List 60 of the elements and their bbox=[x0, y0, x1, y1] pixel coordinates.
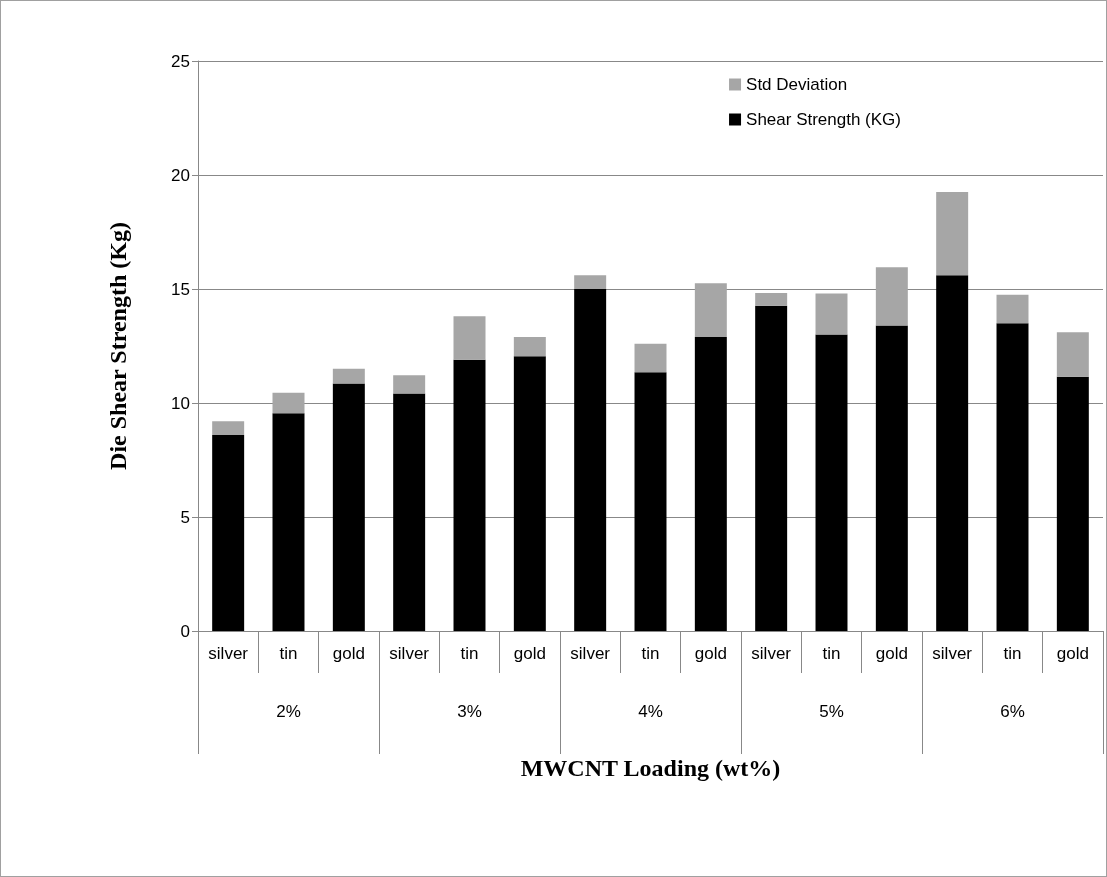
bar bbox=[393, 375, 426, 394]
bar bbox=[212, 434, 245, 631]
bar bbox=[875, 325, 908, 631]
bar bbox=[996, 294, 1029, 324]
bar bbox=[332, 383, 365, 631]
bar bbox=[815, 293, 848, 335]
y-tick-label: 10 bbox=[171, 393, 190, 413]
bar bbox=[755, 305, 788, 631]
bar bbox=[996, 323, 1029, 631]
text: 2% bbox=[276, 702, 301, 721]
bar bbox=[815, 334, 848, 631]
y-tick-label: 0 bbox=[180, 621, 190, 641]
bar bbox=[694, 283, 727, 337]
x-tick-label: silver bbox=[570, 644, 611, 663]
bar bbox=[875, 267, 908, 326]
bar bbox=[513, 356, 546, 631]
bar bbox=[755, 293, 788, 306]
bar bbox=[272, 413, 305, 631]
bar bbox=[453, 316, 486, 360]
y-tick-label: 15 bbox=[171, 279, 190, 299]
legend-label: Shear Strength (KG) bbox=[746, 110, 902, 129]
x-tick-label: gold bbox=[513, 644, 546, 663]
text: 3% bbox=[457, 702, 482, 721]
x-tick-label: gold bbox=[875, 644, 908, 663]
bar bbox=[634, 372, 667, 631]
x-tick-label: silver bbox=[932, 644, 973, 663]
legend-label: Std Deviation bbox=[746, 75, 848, 94]
bar bbox=[694, 336, 727, 631]
x-tick-label: tin bbox=[460, 644, 479, 663]
x-tick-label: silver bbox=[389, 644, 430, 663]
bar bbox=[1056, 332, 1089, 377]
text: 5% bbox=[819, 702, 844, 721]
bar bbox=[936, 192, 969, 276]
bar bbox=[574, 275, 607, 289]
x-tick-label: tin bbox=[822, 644, 841, 663]
x-tick-label: gold bbox=[332, 644, 365, 663]
x-tick-label: gold bbox=[694, 644, 727, 663]
y-tick-label: 25 bbox=[171, 51, 190, 71]
bar bbox=[634, 343, 667, 373]
text: 4% bbox=[638, 702, 663, 721]
y-axis-title: Die Shear Strength (Kg) bbox=[105, 222, 131, 470]
y-tick-label: 5 bbox=[180, 507, 190, 527]
bar bbox=[272, 392, 305, 414]
bar bbox=[212, 421, 245, 435]
bar bbox=[453, 359, 486, 631]
bar bbox=[332, 368, 365, 384]
bar bbox=[393, 393, 426, 631]
bar bbox=[936, 275, 969, 631]
bar bbox=[513, 336, 546, 357]
x-tick-label: tin bbox=[1003, 644, 1022, 663]
x-tick-label: tin bbox=[279, 644, 298, 663]
x-tick-label: gold bbox=[1056, 644, 1089, 663]
x-tick-label: silver bbox=[751, 644, 792, 663]
y-tick-label: 20 bbox=[171, 165, 190, 185]
x-axis-title: MWCNT Loading (wt%) bbox=[520, 755, 781, 781]
text: 6% bbox=[1000, 702, 1025, 721]
bar bbox=[1056, 376, 1089, 631]
x-tick-label: tin bbox=[641, 644, 660, 663]
x-tick-label: silver bbox=[208, 644, 249, 663]
bar bbox=[574, 289, 607, 631]
